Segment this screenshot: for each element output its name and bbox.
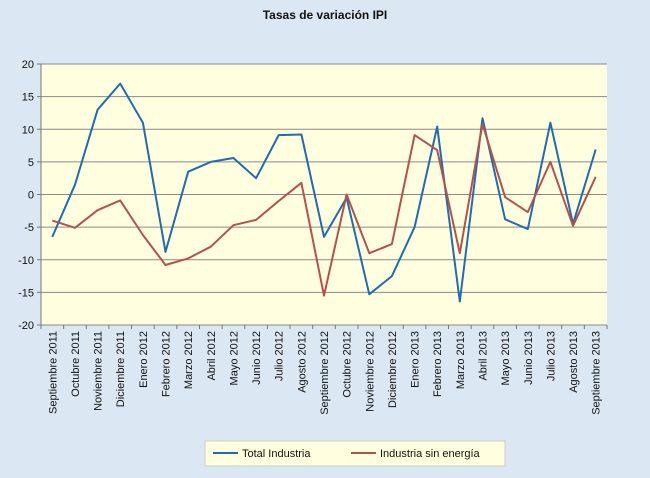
x-tick-label: Marzo 2012 bbox=[183, 331, 195, 389]
x-tick-label: Octubre 2012 bbox=[342, 331, 354, 398]
x-tick-label: Abril 2013 bbox=[477, 331, 489, 381]
x-axis-ticks: Septiembre 2011 Octubre 2011 Noviembre 201… bbox=[40, 325, 608, 415]
y-tick-label: 5 bbox=[28, 157, 34, 169]
series-line-industria-sin-energia bbox=[51, 123, 597, 297]
x-tick-label: Diciembre 2012 bbox=[387, 331, 399, 408]
x-tick-label: Abril 2012 bbox=[206, 331, 218, 381]
x-tick-label: Octubre 2011 bbox=[70, 331, 82, 397]
x-tick-label: Marzo 2013 bbox=[455, 331, 467, 389]
series-lines bbox=[51, 82, 597, 303]
series-line-total-industria bbox=[51, 82, 597, 303]
x-tick-label: Septiembre 2012 bbox=[319, 331, 331, 415]
y-tick-label: -15 bbox=[18, 287, 34, 299]
y-tick-label: -20 bbox=[18, 320, 34, 332]
y-tick-label: 15 bbox=[22, 92, 34, 104]
x-tick-label: Julio 2013 bbox=[545, 331, 557, 381]
x-tick-label: Agosto 2012 bbox=[296, 331, 308, 393]
legend-label-industria-sin-energia: Industria sin energía bbox=[380, 448, 481, 460]
x-tick-label: Enero 2013 bbox=[410, 331, 422, 388]
x-tick-label: Septiembre 2013 bbox=[591, 331, 603, 415]
y-tick-label: -10 bbox=[18, 255, 34, 267]
legend: Total Industria Industria sin energía bbox=[204, 440, 506, 467]
chart-title: Tasas de variación IPI bbox=[263, 8, 388, 22]
x-tick-label: Junio 2012 bbox=[251, 331, 263, 385]
x-tick-label: Agosto 2013 bbox=[568, 331, 580, 393]
y-axis-ticks: -20 -15 -10 -5 0 5 10 15 20 bbox=[18, 59, 41, 332]
x-tick-label: Julio 2012 bbox=[274, 331, 286, 381]
x-tick-label: Mayo 2013 bbox=[500, 331, 512, 385]
x-tick-label: Noviembre 2011 bbox=[93, 331, 105, 411]
x-tick-label: Diciembre 2011 bbox=[115, 331, 127, 407]
x-tick-label: Septiembre 2011 bbox=[47, 331, 59, 414]
y-tick-label: 10 bbox=[22, 124, 34, 136]
y-tick-label: -5 bbox=[24, 222, 34, 234]
x-tick-label: Noviembre 2012 bbox=[364, 331, 376, 412]
x-tick-label: Febrero 2012 bbox=[161, 331, 173, 397]
y-tick-label: 0 bbox=[28, 190, 34, 202]
legend-label-total-industria: Total Industria bbox=[242, 448, 311, 460]
y-tick-label: 20 bbox=[22, 59, 34, 71]
x-tick-label: Enero 2012 bbox=[138, 331, 150, 388]
x-tick-label: Mayo 2012 bbox=[228, 331, 240, 385]
x-tick-label: Febrero 2013 bbox=[432, 331, 444, 397]
x-tick-label: Junio 2013 bbox=[523, 331, 535, 385]
